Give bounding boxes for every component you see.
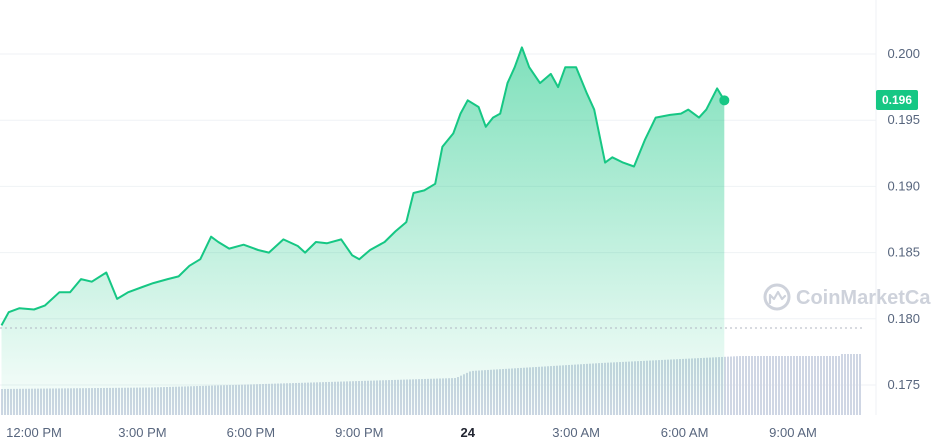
volume-bar [808,356,810,415]
volume-bar [739,356,741,415]
volume-bar [757,356,759,415]
y-tick-label: 0.200 [887,46,920,61]
x-tick-label: 3:00 PM [118,425,166,440]
y-tick-label: 0.180 [887,311,920,326]
y-tick-label: 0.195 [887,112,920,127]
volume-bar [787,356,789,415]
volume-bar [772,356,774,415]
price-line [0,46,726,326]
x-tick-label: 24 [460,425,475,440]
volume-bar [823,356,825,415]
volume-bar [832,356,834,415]
x-tick-label: 12:00 PM [6,425,62,440]
volume-bar [784,356,786,415]
x-tick-label: 6:00 PM [227,425,275,440]
watermark-text: CoinMarketCap [796,287,931,309]
volume-bar [733,356,735,415]
volume-bar [790,356,792,415]
y-tick-label: 0.175 [887,377,920,392]
current-price-badge: 0.196 [876,90,918,110]
volume-bar [835,356,837,415]
volume-bar [760,356,762,415]
volume-bar [814,356,816,415]
coinmarketcap-logo-icon [763,283,791,311]
volume-bar [751,356,753,415]
coinmarketcap-watermark: CoinMarketCap [763,283,931,311]
volume-bar [841,354,843,415]
volume-bar [775,356,777,415]
volume-bar [736,356,738,415]
volume-bar [826,356,828,415]
volume-bar [766,356,768,415]
y-axis: 0.200 0.195 0.190 0.185 0.180 0.175 [887,46,920,392]
volume-bar [763,356,765,415]
y-tick-label: 0.190 [887,178,920,193]
price-area-fill [1,47,725,416]
x-tick-label: 3:00 AM [552,425,600,440]
volume-bar [829,356,831,415]
volume-bar [748,356,750,415]
volume-bar [805,356,807,415]
volume-bar [796,356,798,415]
volume-bar [778,356,780,415]
current-price-dot [719,95,730,106]
volume-bar [745,356,747,415]
volume-bar [838,356,840,415]
volume-bar [820,356,822,415]
volume-bar [724,356,726,415]
volume-bar [742,356,744,415]
volume-bar [769,356,771,415]
volume-bar [802,356,804,415]
volume-bar [754,356,756,415]
x-tick-label: 9:00 PM [335,425,383,440]
volume-bar [853,354,855,415]
x-tick-label: 9:00 AM [769,425,817,440]
volume-bar [727,356,729,415]
volume-bar [850,354,852,415]
volume-bar [811,356,813,415]
volume-bar [799,356,801,415]
volume-bar [781,356,783,415]
x-axis: 12:00 PM 3:00 PM 6:00 PM 9:00 PM 24 3:00 AM 6:… [6,425,817,440]
x-tick-label: 6:00 AM [661,425,709,440]
y-tick-label: 0.185 [887,245,920,260]
volume-bar [817,356,819,415]
volume-bar [859,354,861,415]
volume-bar [847,354,849,415]
volume-bar [856,354,858,415]
volume-bar [844,354,846,415]
volume-bar [793,356,795,415]
current-price-label: 0.196 [882,93,912,107]
volume-bar [730,356,732,415]
